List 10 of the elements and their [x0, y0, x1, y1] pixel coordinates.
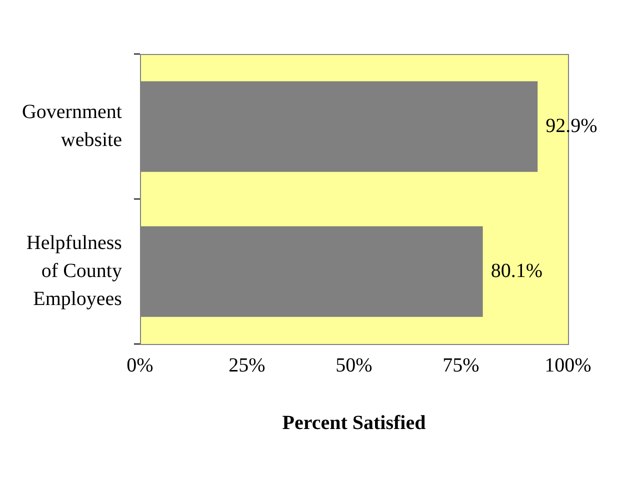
x-tick-label: 25% [228, 354, 266, 376]
data-label: 80.1% [490, 260, 542, 282]
data-label: 92.9% [546, 114, 598, 137]
y-tick-label: Government website [22, 100, 122, 151]
x-axis-title: Percent Satisfied [282, 412, 426, 434]
y-tick-label: Helpfulness of County Employees [26, 232, 122, 310]
x-tick-label: 50% [336, 354, 372, 376]
x-tick-label: 75% [442, 354, 480, 376]
x-tick-label: 0% [126, 354, 154, 376]
x-tick-label: 100% [544, 354, 592, 376]
